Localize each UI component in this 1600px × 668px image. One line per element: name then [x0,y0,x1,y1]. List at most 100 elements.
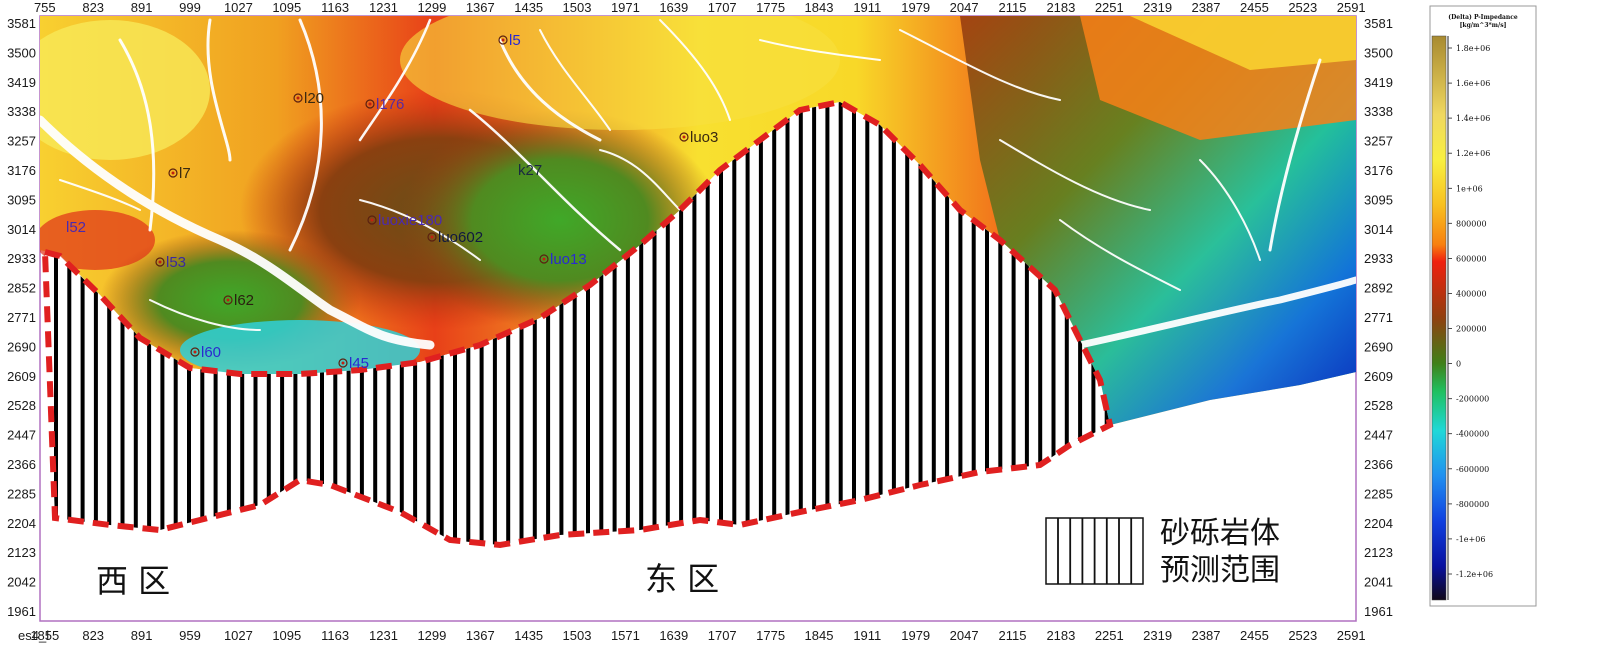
y-axis-left: 3581 3500 3419 3338 3257 3176 3095 3014 2933 2852… [7,16,36,619]
x-tick-label: 755 [34,0,56,15]
x-tick-label: 2183 [1046,0,1075,15]
legend-line1: 砂砾岩体 [1160,516,1280,551]
colorbar-tick-label: 200000 [1456,325,1487,334]
y-tick-label: 3500 [1364,45,1393,60]
colorbar-tick-label: 1.8e+06 [1456,44,1490,53]
well-label: l60 [201,344,221,361]
x-tick-label: 1571 [611,628,640,643]
well-l52[interactable]: l52 [66,219,86,236]
y-tick-label: 2690 [1364,339,1393,354]
well-label: l45 [349,355,369,372]
x-tick-label: 999 [179,0,201,15]
x-tick-label: 2251 [1095,0,1124,15]
well-marker-icon [168,168,178,178]
x-tick-label: 1845 [805,628,834,643]
x-tick-label: 1911 [853,628,881,643]
well-dot-icon [368,102,372,106]
x-tick-label: 1911 [853,0,881,15]
y-tick-label: 2933 [1364,251,1393,266]
well-markers: l5 l20 l176 luo3 l7 k27 luoxie180 l52 luo602 luo1… [66,32,718,372]
y-tick-label: 1961 [1364,604,1393,619]
well-label: luo602 [438,229,483,246]
x-tick-label: 823 [82,628,104,643]
well-marker-icon [223,295,233,305]
well-label: luoxie180 [378,212,442,229]
well-marker-icon [293,93,303,103]
well-label: l5 [509,32,521,49]
well-marker-icon [498,35,508,45]
colorbar-tick-label: -600000 [1456,465,1489,474]
y-tick-label: 2892 [1364,281,1393,296]
x-tick-label: 2387 [1192,0,1221,15]
x-tick-label: 1775 [756,0,785,15]
y-tick-label: 2204 [7,516,36,531]
well-label: l62 [234,292,254,309]
colorbar-tick-label: 800000 [1456,219,1487,228]
x-tick-label: 1095 [272,628,301,643]
x-tick-label: 2387 [1192,628,1221,643]
x-tick-label: 2115 [999,628,1027,643]
well-marker-icon [367,215,377,225]
well-l5[interactable]: l5 [498,32,521,49]
colorbar-tick-label: 1.6e+06 [1456,79,1490,88]
x-tick-label: 2319 [1143,0,1172,15]
x-tick-label: 1367 [466,628,495,643]
well-l176[interactable]: l176 [365,96,404,113]
y-tick-label: 2285 [1364,486,1393,501]
well-luo13[interactable]: luo13 [539,251,587,268]
well-l20[interactable]: l20 [293,90,324,107]
well-label: l7 [179,165,191,182]
zone-east-label: 东 区 [645,560,719,598]
well-dot-icon [296,96,300,100]
x-tick-label: 1027 [224,0,253,15]
y-tick-label: 2204 [1364,516,1393,531]
zone-west-label: 西 区 [96,562,170,600]
well-l45[interactable]: l45 [338,355,369,372]
x-axis-bottom: 1855 823 891 959 1027 1095 1163 1231 1299 1367 143… [30,628,1365,643]
well-k27[interactable]: k27 [518,162,542,179]
y-tick-label: 2933 [7,251,36,266]
well-dot-icon [158,260,162,264]
y-tick-label: 3014 [1364,222,1393,237]
well-l62[interactable]: l62 [223,292,254,309]
x-tick-label: 1299 [417,0,446,15]
y-tick-label: 3257 [1364,134,1393,149]
colorbar-tick-label: 1.2e+06 [1456,149,1490,158]
y-tick-label: 2123 [7,545,36,560]
y-tick-label: 3419 [7,75,36,90]
x-tick-label: 959 [179,628,201,643]
well-marker-icon [427,232,437,242]
well-label: luo13 [550,251,587,268]
y-tick-label: 2771 [1364,310,1393,325]
legend-line2: 预测范围 [1160,553,1280,588]
y-tick-label: 2366 [1364,457,1393,472]
x-tick-label: 1095 [272,0,301,15]
well-l53[interactable]: l53 [155,254,186,271]
well-label: l52 [66,219,86,236]
well-luo602[interactable]: luo602 [427,229,483,246]
well-dot-icon [542,257,546,261]
x-tick-label: 2319 [1143,628,1172,643]
well-l60[interactable]: l60 [190,344,221,361]
y-tick-label: 2609 [1364,369,1393,384]
well-label: luo3 [690,129,718,146]
x-tick-label: 2455 [1240,628,1269,643]
well-luo3[interactable]: luo3 [679,129,718,146]
well-luoxie180[interactable]: luoxie180 [367,212,442,229]
y-tick-label: 2771 [7,310,36,325]
x-tick-label: 891 [131,628,153,643]
y-tick-label: 2285 [7,486,36,501]
y-tick-label: 3014 [7,222,36,237]
y-tick-label: 3581 [7,16,36,31]
y-tick-label: 3095 [1364,192,1393,207]
x-tick-label: 1639 [659,628,688,643]
y-tick-label: 2042 [7,575,36,590]
x-tick-label: 2523 [1288,628,1317,643]
x-tick-label: 1775 [756,628,785,643]
well-dot-icon [501,38,505,42]
y-tick-label: 3095 [7,192,36,207]
colorbar-tick-label: -800000 [1456,500,1489,509]
x-tick-label: 1231 [369,0,398,15]
well-l7[interactable]: l7 [168,165,191,182]
